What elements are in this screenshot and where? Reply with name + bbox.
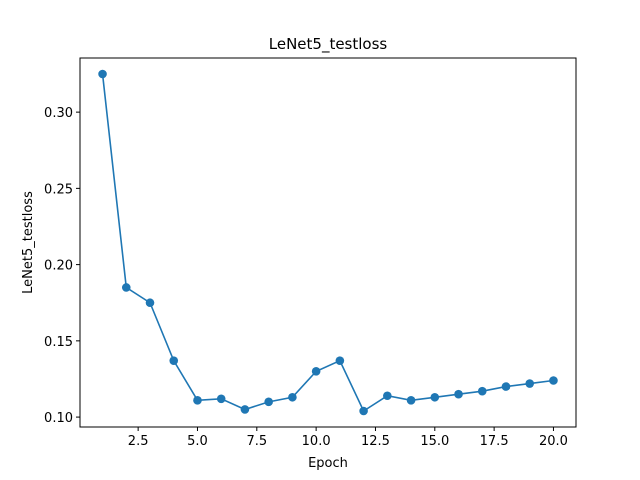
- data-point: [216, 394, 226, 404]
- data-point: [501, 382, 511, 391]
- y-axis-ticks: 0.10 0.15 0.20 0.25 0.30: [44, 106, 80, 426]
- x-tick-label: 10.0: [302, 434, 331, 449]
- x-axis-ticks: 2.5 5.0 7.5 10.0 12.5 15.0 17.5 20.0: [128, 427, 568, 449]
- data-point: [383, 391, 392, 401]
- data-point: [359, 406, 368, 416]
- data-point: [311, 367, 321, 376]
- data-point: [406, 396, 416, 405]
- data-point: [98, 69, 107, 79]
- x-axis-label: Epoch: [308, 456, 348, 471]
- x-tick-label: 20.0: [539, 434, 568, 449]
- y-axis-label: LeNet5_testloss: [21, 191, 36, 294]
- data-point: [264, 397, 273, 407]
- data-point: [288, 392, 297, 402]
- x-tick-label: 5.0: [187, 434, 208, 449]
- data-point: [477, 386, 487, 396]
- plot-area-frame: [79, 57, 577, 428]
- x-tick-label: 2.5: [128, 434, 149, 449]
- y-tick-label: 0.25: [44, 182, 73, 197]
- data-point: [145, 298, 155, 308]
- x-tick-label: 17.5: [480, 434, 509, 449]
- data-point: [525, 379, 535, 388]
- data-point: [121, 283, 131, 292]
- data-point: [549, 376, 558, 385]
- data-point: [193, 396, 202, 405]
- data-point: [454, 389, 463, 399]
- data-point: [240, 405, 250, 414]
- y-tick-label: 0.15: [44, 335, 73, 350]
- series-markers: [98, 69, 558, 416]
- y-tick-label: 0.30: [44, 106, 73, 121]
- x-tick-label: 7.5: [246, 434, 267, 449]
- chart-title: LeNet5_testloss: [269, 35, 388, 54]
- data-point: [169, 356, 179, 365]
- y-tick-label: 0.20: [44, 259, 73, 274]
- data-point: [430, 392, 440, 402]
- x-tick-label: 15.0: [420, 434, 449, 449]
- x-tick-label: 12.5: [361, 434, 390, 449]
- data-point: [335, 356, 345, 365]
- y-tick-label: 0.10: [44, 411, 73, 426]
